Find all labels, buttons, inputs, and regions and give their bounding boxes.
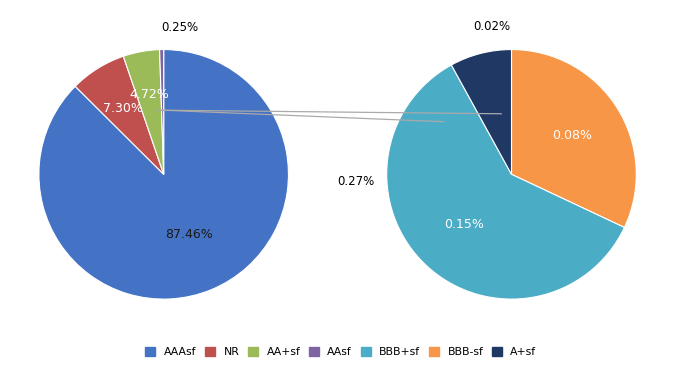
Text: 0.02%: 0.02% bbox=[473, 21, 511, 33]
Text: 0.27%: 0.27% bbox=[338, 175, 375, 188]
Text: 4.72%: 4.72% bbox=[129, 88, 169, 101]
Wedge shape bbox=[387, 65, 625, 299]
Legend: AAAsf, NR, AA+sf, AAsf, BBB+sf, BBB-sf, A+sf: AAAsf, NR, AA+sf, AAsf, BBB+sf, BBB-sf, … bbox=[141, 343, 541, 361]
Text: 0.15%: 0.15% bbox=[445, 218, 484, 231]
Text: 0.25%: 0.25% bbox=[161, 21, 198, 34]
Wedge shape bbox=[160, 50, 164, 174]
Text: 7.30%: 7.30% bbox=[103, 102, 143, 115]
Wedge shape bbox=[451, 50, 512, 174]
Wedge shape bbox=[39, 50, 288, 299]
Wedge shape bbox=[75, 56, 164, 174]
Wedge shape bbox=[512, 50, 636, 228]
Text: 87.46%: 87.46% bbox=[165, 228, 213, 241]
Wedge shape bbox=[123, 50, 164, 174]
Text: 0.08%: 0.08% bbox=[552, 129, 593, 142]
